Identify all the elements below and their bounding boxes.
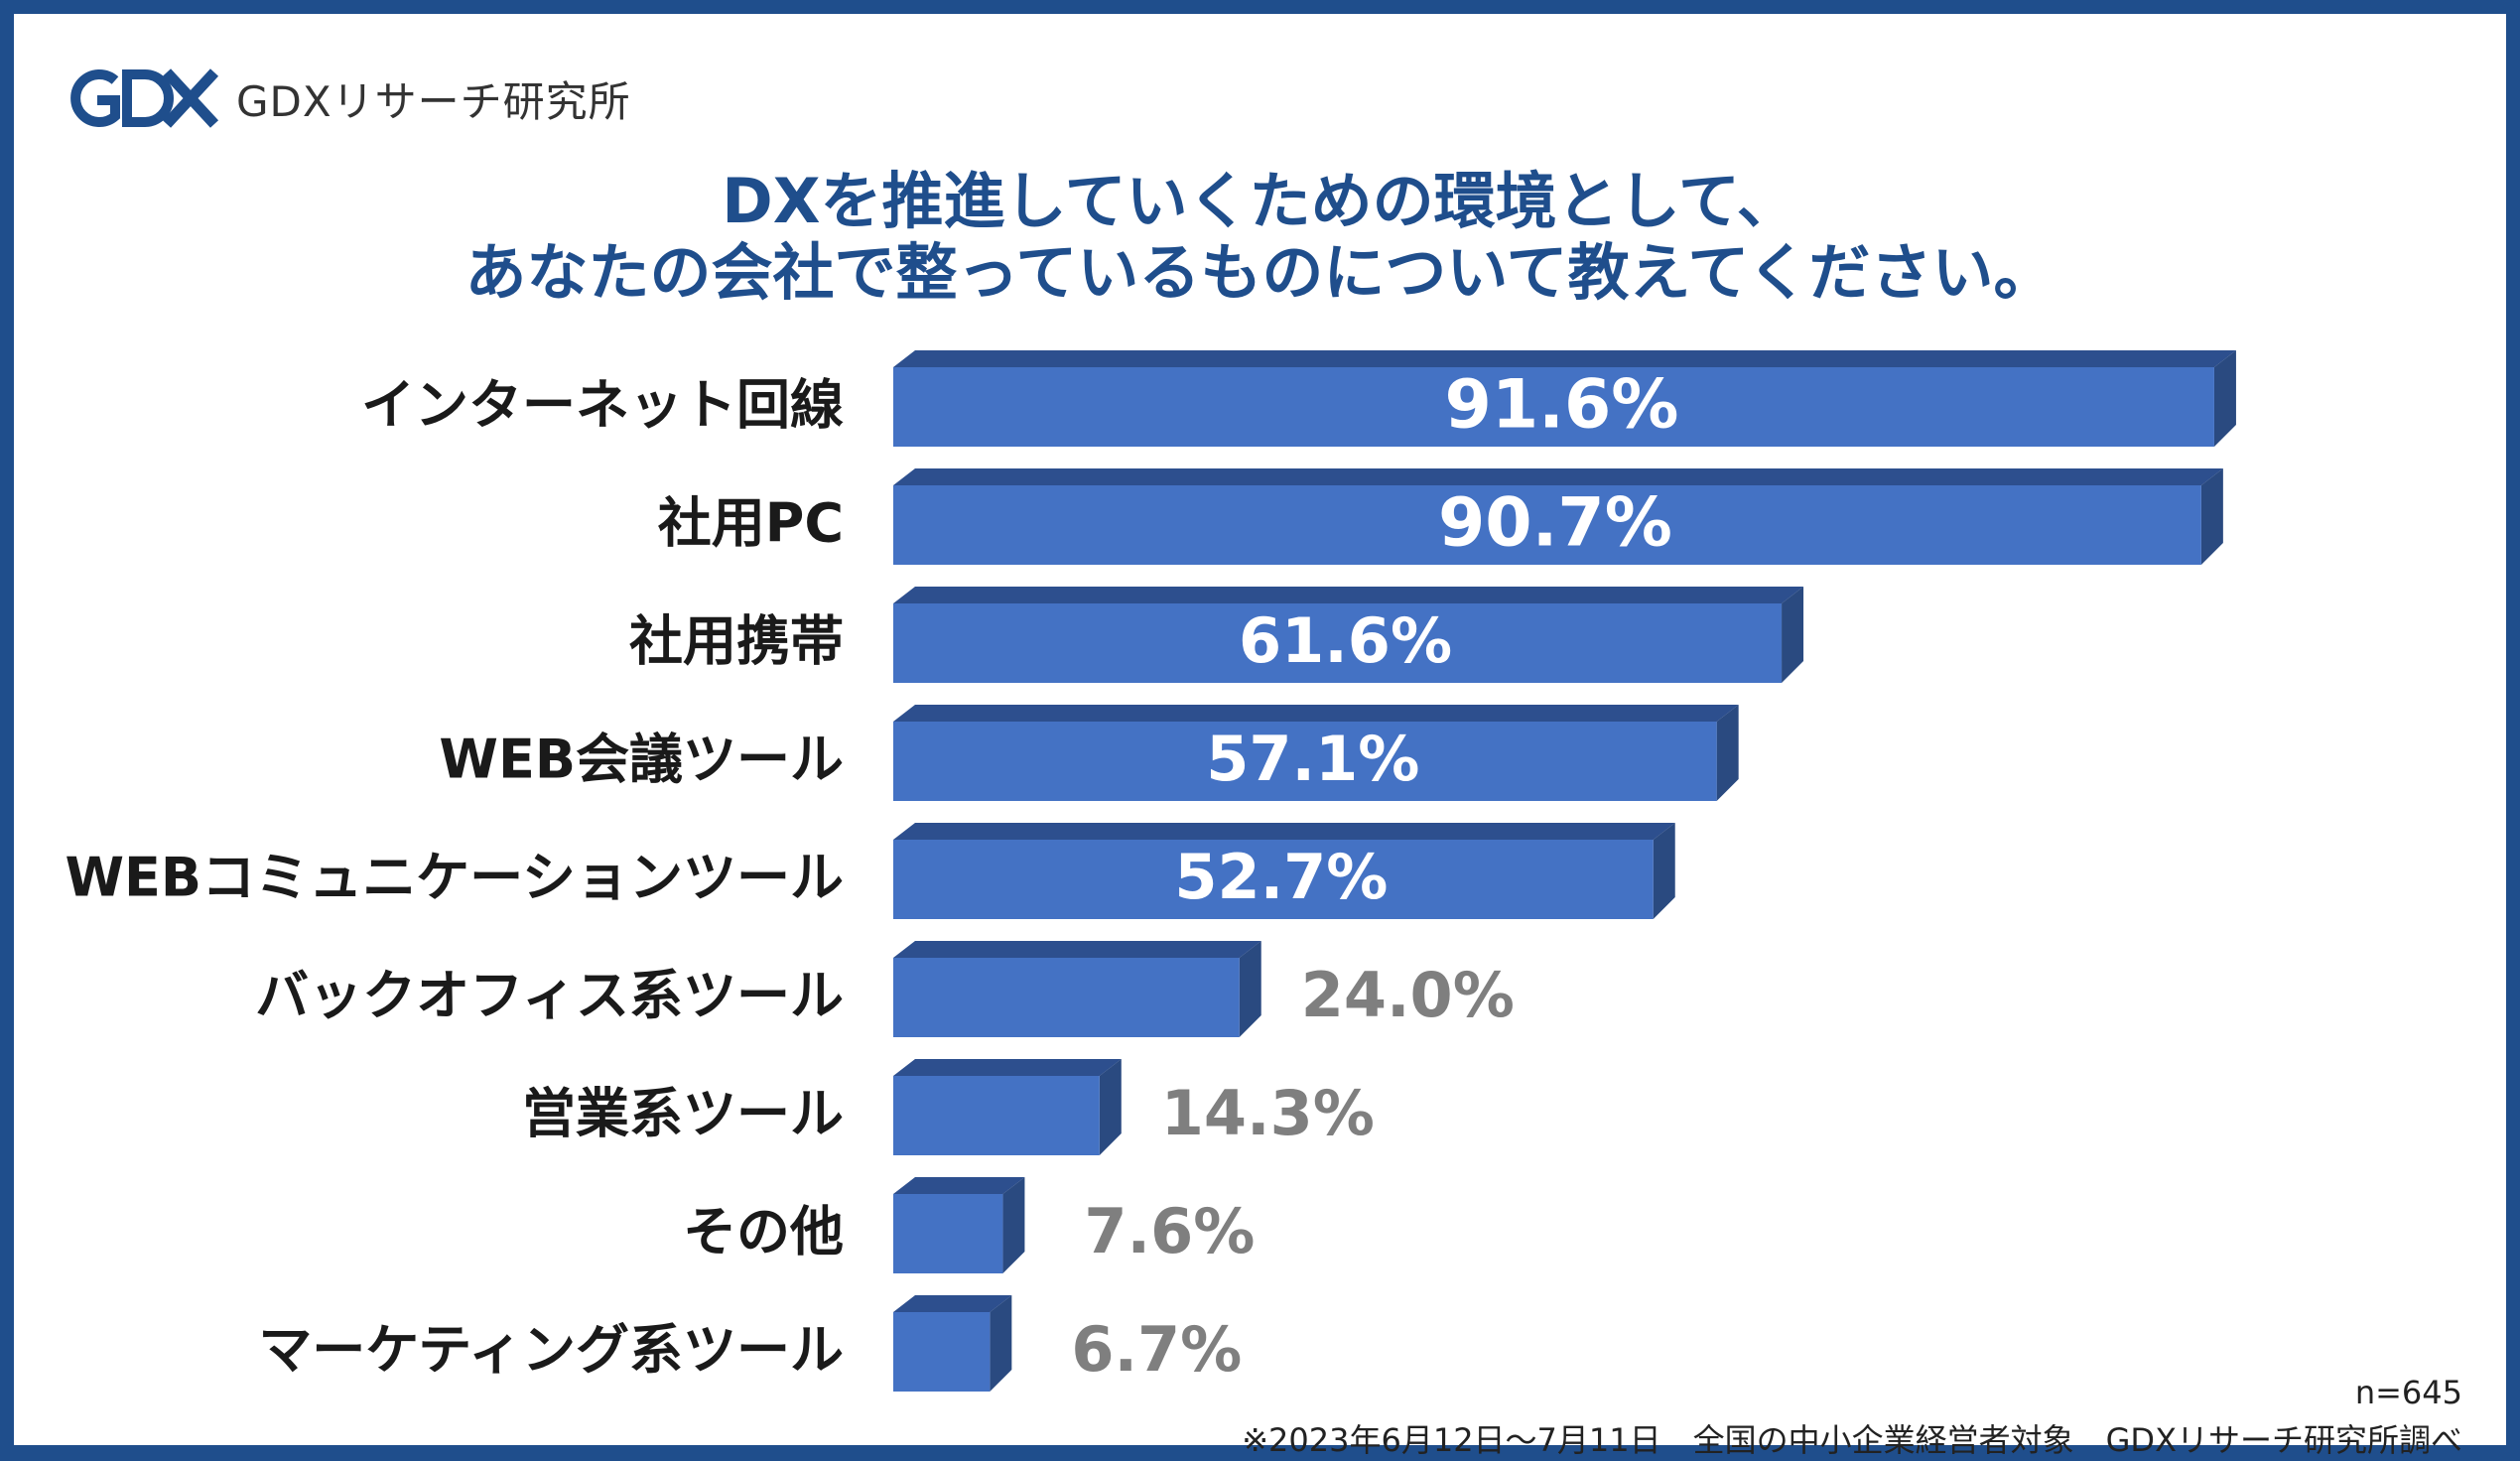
bar-top-face [893,587,1804,603]
value-label: 7.6% [1084,1195,1255,1267]
value-label: 52.7% [1174,841,1388,913]
category-label: マーケティング系ツール [258,1319,844,1382]
value-label: 57.1% [1206,723,1419,795]
bar-top-face [893,1177,1025,1194]
logo-text: GDXリサーチ研究所 [236,76,631,126]
category-label: WEBコミュニケーションツール [65,847,844,909]
bar-side-face [1099,1059,1122,1155]
bar-side-face [2213,350,2236,447]
chart-title-line2: あなたの会社で整っているものについて教えてください。 [464,236,2056,309]
bar [893,722,1717,801]
bar-group: WEB会議ツール 57.1% [439,705,1739,801]
bar-group: バックオフィス系ツール 24.0% [255,941,1515,1037]
category-label: WEB会議ツール [439,729,844,791]
bar [893,1194,1003,1273]
bar-top-face [893,823,1675,840]
bar-group: 営業系ツール 14.3% [522,1059,1375,1155]
gdx-logo-icon [70,68,219,128]
bar [893,958,1240,1037]
bar [893,840,1654,919]
bar [893,367,2214,447]
bar-side-face [1002,1177,1025,1273]
bar-side-face [1716,705,1739,801]
bar-top-face [893,705,1739,722]
bar-top-face [893,941,1261,958]
bar-group: 社用PC 90.7% [658,468,2223,565]
category-label: バックオフィス系ツール [255,965,844,1027]
category-label: 社用PC [658,492,844,555]
bar [893,1076,1100,1155]
value-label: 91.6% [1445,366,1679,445]
value-label: 14.3% [1161,1077,1375,1149]
bar-group: WEBコミュニケーションツール 52.7% [65,823,1675,919]
value-label: 61.6% [1239,604,1452,677]
bar [893,485,2201,565]
logo: GDXリサーチ研究所 [64,64,631,133]
bar-side-face [1782,587,1804,683]
category-label: 社用携帯 [629,610,844,673]
category-label: インターネット回線 [361,374,844,437]
bar-top-face [893,350,2236,367]
category-label: 営業系ツール [522,1083,844,1145]
value-label: 6.7% [1071,1313,1242,1386]
chart-title-line1: DXを推進していくための環境として、 [722,165,1798,237]
bar-group: その他 7.6% [683,1177,1255,1273]
bar-top-face [893,1295,1012,1312]
category-label: その他 [683,1201,844,1263]
bar-side-face [990,1295,1012,1392]
source-note: ※2023年6月12日〜7月11日 全国の中小企業経営者対象 GDXリサーチ研究… [1242,1421,2462,1459]
main-panel: GDXリサーチ研究所 DXを推進していくための環境として、 あなたの会社で整って… [14,14,2506,1459]
bar-group: 社用携帯 61.6% [629,587,1804,683]
bar-group: インターネット回線 91.6% [361,350,2236,447]
value-label: 90.7% [1438,484,1672,563]
value-label: 24.0% [1301,959,1515,1031]
bar-side-face [2200,468,2223,565]
sample-size-note: n=645 [2354,1374,2462,1411]
bar-top-face [893,468,2223,485]
bar-side-face [1653,823,1675,919]
bar-side-face [1239,941,1261,1037]
bar-chart: インターネット回線 91.6% 社用PC 90.7% 社用携帯 61.6% WEB会議ツール… [65,350,2236,1392]
bar-group: マーケティング系ツール 6.7% [258,1295,1242,1392]
bar-top-face [893,1059,1122,1076]
bar [893,603,1783,683]
bar [893,1312,991,1392]
